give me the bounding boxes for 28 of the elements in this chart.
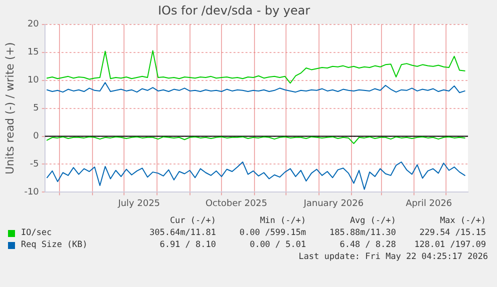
y-axis-title: Units read (-) / write (+) (3, 42, 16, 174)
text: 185.88m/11.30 (328, 227, 396, 239)
text: Last update: Fri May 22 04:25:17 2026 (298, 251, 488, 263)
x-tick-label: January 2026 (302, 198, 364, 209)
x-tick-label: October 2025 (205, 198, 268, 209)
text: 6.91 / 8.10 (158, 239, 216, 251)
text: 128.01 /197.09 (413, 239, 486, 251)
text: Max (-/+) (438, 215, 486, 227)
x-tick-label: April 2026 (406, 198, 452, 209)
text: 6.48 / 8.28 (338, 239, 396, 251)
text: 305.64m/11.81 (148, 227, 216, 239)
text: 0.00 / 5.01 (248, 239, 306, 251)
y-tick-label: 20 (27, 20, 40, 30)
y-tick-label: -5 (30, 160, 39, 170)
text: Cur (-/+) (168, 215, 216, 227)
legend-label: IO/sec (20, 227, 53, 239)
y-tick-label: 15 (27, 48, 39, 58)
text: 0.00 /599.15m (238, 227, 306, 239)
y-tick-label: 5 (33, 104, 39, 114)
y-tick-label: 0 (33, 132, 40, 142)
chart-title: IOs for /dev/sda - by year (158, 3, 310, 18)
y-tick-label: -10 (24, 188, 40, 198)
legend-label: Req Size (KB) (20, 239, 89, 251)
text: Min (-/+) (258, 215, 306, 227)
y-tick-label: 10 (27, 76, 40, 86)
x-tick-label: July 2025 (117, 198, 160, 209)
text: 229.54 /15.15 (418, 227, 486, 239)
text: Avg (-/+) (348, 215, 396, 227)
